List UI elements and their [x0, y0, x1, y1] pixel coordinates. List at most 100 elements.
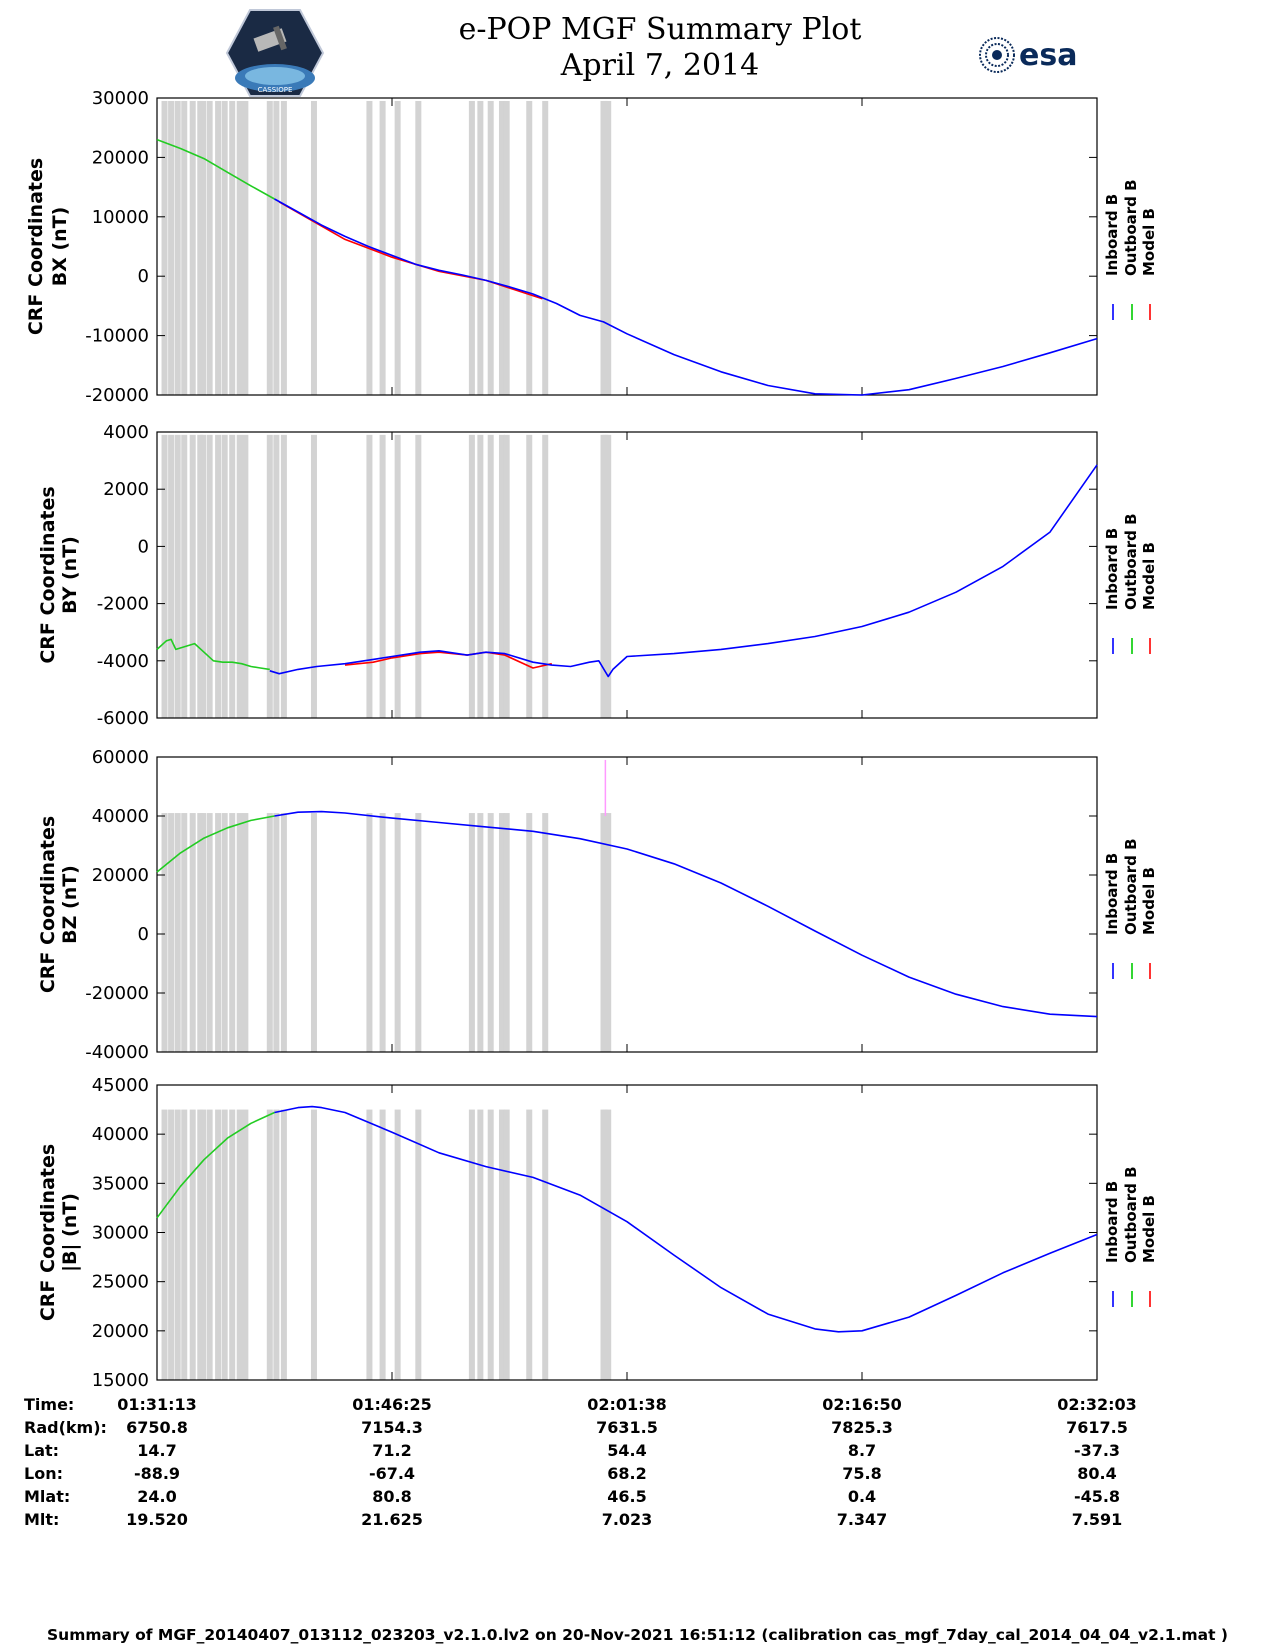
- ephemeris-value: 80.4: [1077, 1464, 1116, 1483]
- data-gap-band: [200, 1109, 207, 1380]
- data-gap-band: [526, 813, 533, 1052]
- data-gap-band: [206, 813, 213, 1052]
- data-gap-band: [215, 1109, 222, 1380]
- data-gap-band: [379, 813, 386, 1052]
- data-gap-band: [542, 1109, 549, 1380]
- data-gap-band: [168, 434, 175, 718]
- ephemeris-value: 71.2: [372, 1441, 411, 1460]
- data-gap-band: [526, 434, 533, 718]
- data-gap-band: [242, 1109, 249, 1380]
- data-gap-band: [542, 100, 549, 395]
- y-tick-label: 45000: [92, 1075, 149, 1096]
- data-gap-band: [206, 100, 213, 395]
- data-gap-band: [266, 100, 273, 395]
- y-tick-label: 10000: [92, 207, 149, 228]
- y-tick-label: -40000: [85, 1042, 149, 1063]
- title-line-1: e-POP MGF Summary Plot: [458, 12, 862, 47]
- ephemeris-value: 02:16:50: [822, 1395, 902, 1414]
- data-gap-band: [242, 100, 249, 395]
- data-gap-band: [394, 813, 401, 1052]
- data-gap-band: [498, 100, 505, 395]
- footer-caption: Summary of MGF_20140407_013112_023203_v2…: [47, 1626, 1228, 1644]
- data-gap-band: [415, 813, 422, 1052]
- legend-label: Inboard B: [1103, 1181, 1121, 1263]
- data-gap-band: [181, 813, 188, 1052]
- ephemeris-value: 0.4: [848, 1487, 876, 1506]
- data-gap-band: [273, 100, 280, 395]
- y-axis-label: CRF Coordinates: [37, 486, 59, 663]
- y-tick-label: 40000: [92, 806, 149, 827]
- data-gap-band: [236, 813, 243, 1052]
- legend-label: Outboard B: [1122, 1166, 1140, 1263]
- ephemeris-value: -45.8: [1074, 1487, 1120, 1506]
- data-gap-band: [310, 1109, 317, 1380]
- series-line-outboard-b: [156, 638, 270, 671]
- y-tick-label: 20000: [92, 147, 149, 168]
- data-gap-band: [310, 813, 317, 1052]
- data-gap-band: [229, 100, 236, 395]
- data-gap-band: [379, 1109, 386, 1380]
- data-gap-band: [161, 434, 168, 718]
- ephemeris-value: 7.347: [837, 1510, 888, 1529]
- data-gap-band: [266, 813, 273, 1052]
- ephemeris-value: -67.4: [369, 1464, 415, 1483]
- data-gap-band: [215, 813, 222, 1052]
- data-gap-band: [221, 434, 228, 718]
- series-line-outboard-b: [156, 815, 275, 873]
- data-gap-band: [526, 100, 533, 395]
- data-gap-band: [215, 100, 222, 395]
- data-gap-band: [200, 813, 207, 1052]
- ephemeris-value: 7617.5: [1066, 1418, 1128, 1437]
- data-gap-band: [310, 434, 317, 718]
- data-gap-band: [477, 1109, 484, 1380]
- ephemeris-value: 21.625: [361, 1510, 423, 1529]
- data-gap-band: [280, 813, 287, 1052]
- data-gap-band: [236, 434, 243, 718]
- ephemeris-value: 7825.3: [831, 1418, 893, 1437]
- data-gap-band: [200, 100, 207, 395]
- ephemeris-value: 46.5: [607, 1487, 646, 1506]
- series-line-inboard-b: [274, 198, 1098, 396]
- data-gap-band: [174, 100, 181, 395]
- ephemeris-value: 80.8: [372, 1487, 411, 1506]
- legend-label: Inboard B: [1103, 528, 1121, 610]
- data-gap-band: [168, 1109, 175, 1380]
- data-gap-band: [200, 434, 207, 718]
- legend-label: Model B: [1140, 208, 1158, 276]
- ephemeris-value: 75.8: [842, 1464, 881, 1483]
- y-tick-label: 0: [138, 536, 149, 557]
- ephemeris-value: 02:32:03: [1057, 1395, 1137, 1414]
- y-axis-label-unit: BZ (nT): [59, 865, 81, 944]
- ephemeris-value: 54.4: [607, 1441, 646, 1460]
- data-gap-band: [487, 434, 494, 718]
- data-gap-band: [174, 434, 181, 718]
- y-axis-label: CRF Coordinates: [37, 816, 59, 993]
- data-gap-band: [477, 100, 484, 395]
- ephemeris-row-label: Mlt:: [24, 1510, 59, 1529]
- data-gap-band: [366, 813, 373, 1052]
- data-gap-band: [468, 434, 475, 718]
- data-gap-band: [161, 1109, 168, 1380]
- data-gap-band: [605, 813, 612, 1052]
- data-gap-band: [503, 100, 510, 395]
- data-gap-band: [542, 434, 549, 718]
- data-gap-band: [221, 100, 228, 395]
- data-gap-band: [498, 1109, 505, 1380]
- data-gap-band: [236, 100, 243, 395]
- data-gap-band: [468, 813, 475, 1052]
- data-gap-band: [273, 1109, 280, 1380]
- y-tick-label: 4000: [103, 422, 149, 443]
- ephemeris-value: 01:46:25: [352, 1395, 432, 1414]
- data-gap-band: [468, 1109, 475, 1380]
- data-gap-band: [168, 100, 175, 395]
- series-line-outboard-b: [156, 1111, 275, 1219]
- data-gap-band: [161, 813, 168, 1052]
- data-gap-band: [168, 813, 175, 1052]
- ephemeris-row-label: Lat:: [24, 1441, 59, 1460]
- data-gap-band: [161, 100, 168, 395]
- data-gap-band: [503, 813, 510, 1052]
- data-gap-band: [605, 100, 612, 395]
- cassiope-logo: CASSIOPE: [225, 9, 325, 97]
- data-gap-band: [229, 813, 236, 1052]
- data-gap-band: [415, 1109, 422, 1380]
